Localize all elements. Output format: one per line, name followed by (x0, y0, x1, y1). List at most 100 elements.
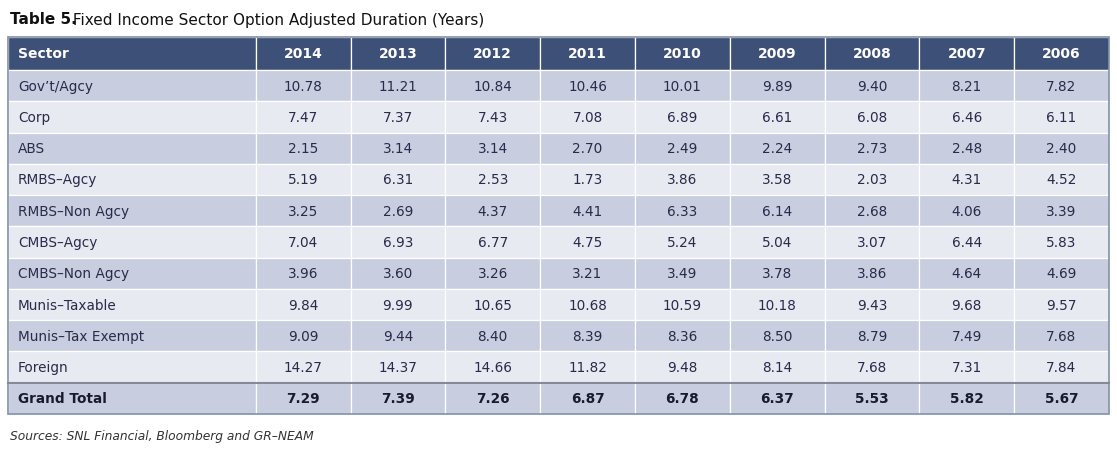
Bar (351, 38, 446, 71)
Bar (729, 320, 824, 352)
Bar (256, 196, 351, 227)
Bar (824, 383, 919, 414)
Text: 7.26: 7.26 (476, 392, 509, 406)
Text: 7.31: 7.31 (952, 360, 982, 374)
Bar (729, 164, 824, 196)
Bar (256, 102, 351, 133)
Text: 4.75: 4.75 (572, 236, 603, 250)
Text: 14.27: 14.27 (284, 360, 323, 374)
Text: 8.40: 8.40 (478, 329, 508, 343)
Bar (541, 71, 634, 102)
Text: 10.59: 10.59 (662, 298, 701, 312)
Text: 2.15: 2.15 (288, 142, 318, 156)
Bar (541, 383, 634, 414)
Text: 10.84: 10.84 (474, 80, 513, 94)
Text: 2012: 2012 (474, 47, 513, 62)
Text: 7.39: 7.39 (381, 392, 414, 406)
Text: 6.33: 6.33 (667, 204, 697, 218)
Bar (729, 71, 824, 102)
Bar (824, 227, 919, 258)
Text: Gov’t/Agcy: Gov’t/Agcy (18, 80, 93, 94)
Bar (634, 71, 729, 102)
Bar (634, 289, 729, 320)
Bar (8, 38, 1109, 414)
Text: 2013: 2013 (379, 47, 418, 62)
Text: 4.37: 4.37 (478, 204, 508, 218)
Text: 11.21: 11.21 (379, 80, 418, 94)
Bar (351, 352, 446, 383)
Bar (919, 227, 1014, 258)
Text: CMBS–Agcy: CMBS–Agcy (18, 236, 97, 250)
Bar (729, 383, 824, 414)
Bar (351, 164, 446, 196)
Text: 6.89: 6.89 (667, 111, 697, 125)
Bar (446, 71, 541, 102)
Bar (1014, 320, 1109, 352)
Bar (824, 102, 919, 133)
Bar (824, 258, 919, 289)
Text: Foreign: Foreign (18, 360, 69, 374)
Bar (824, 38, 919, 71)
Text: 2.68: 2.68 (857, 204, 887, 218)
Text: 14.66: 14.66 (474, 360, 513, 374)
Text: 6.87: 6.87 (571, 392, 604, 406)
Text: 8.36: 8.36 (667, 329, 697, 343)
Text: Fixed Income Sector Option Adjusted Duration (Years): Fixed Income Sector Option Adjusted Dura… (68, 13, 485, 27)
Text: 2006: 2006 (1042, 47, 1081, 62)
Text: 10.46: 10.46 (569, 80, 607, 94)
Text: Sources: SNL Financial, Bloomberg and GR–NEAM: Sources: SNL Financial, Bloomberg and GR… (10, 429, 314, 442)
Text: 2.48: 2.48 (952, 142, 982, 156)
Text: 14.37: 14.37 (379, 360, 418, 374)
Bar (919, 383, 1014, 414)
Bar (919, 352, 1014, 383)
Text: 9.99: 9.99 (383, 298, 413, 312)
Bar (541, 102, 634, 133)
Text: 10.65: 10.65 (474, 298, 513, 312)
Bar (541, 164, 634, 196)
Text: 5.67: 5.67 (1044, 392, 1078, 406)
Text: 4.69: 4.69 (1047, 267, 1077, 281)
Bar (1014, 289, 1109, 320)
Bar (8, 38, 256, 71)
Bar (919, 196, 1014, 227)
Text: 6.14: 6.14 (762, 204, 792, 218)
Text: 8.21: 8.21 (952, 80, 982, 94)
Text: 2007: 2007 (947, 47, 986, 62)
Bar (446, 258, 541, 289)
Bar (824, 164, 919, 196)
Bar (824, 320, 919, 352)
Text: 3.86: 3.86 (857, 267, 887, 281)
Bar (634, 102, 729, 133)
Text: 8.50: 8.50 (762, 329, 792, 343)
Text: 6.93: 6.93 (383, 236, 413, 250)
Bar (256, 352, 351, 383)
Text: 2014: 2014 (284, 47, 323, 62)
Bar (729, 289, 824, 320)
Text: 3.49: 3.49 (667, 267, 697, 281)
Bar (729, 258, 824, 289)
Bar (8, 133, 256, 164)
Text: 2.49: 2.49 (667, 142, 697, 156)
Bar (8, 320, 256, 352)
Text: 4.31: 4.31 (952, 173, 982, 187)
Text: Sector: Sector (18, 47, 69, 62)
Bar (1014, 196, 1109, 227)
Bar (1014, 164, 1109, 196)
Bar (541, 320, 634, 352)
Bar (8, 71, 256, 102)
Bar (1014, 71, 1109, 102)
Text: 6.77: 6.77 (478, 236, 508, 250)
Text: 3.78: 3.78 (762, 267, 792, 281)
Bar (634, 383, 729, 414)
Text: 3.39: 3.39 (1047, 204, 1077, 218)
Bar (824, 196, 919, 227)
Bar (634, 38, 729, 71)
Text: 6.44: 6.44 (952, 236, 982, 250)
Text: 5.53: 5.53 (855, 392, 889, 406)
Text: 6.08: 6.08 (857, 111, 887, 125)
Text: 5.04: 5.04 (762, 236, 792, 250)
Bar (446, 164, 541, 196)
Bar (256, 320, 351, 352)
Bar (634, 196, 729, 227)
Text: 8.79: 8.79 (857, 329, 887, 343)
